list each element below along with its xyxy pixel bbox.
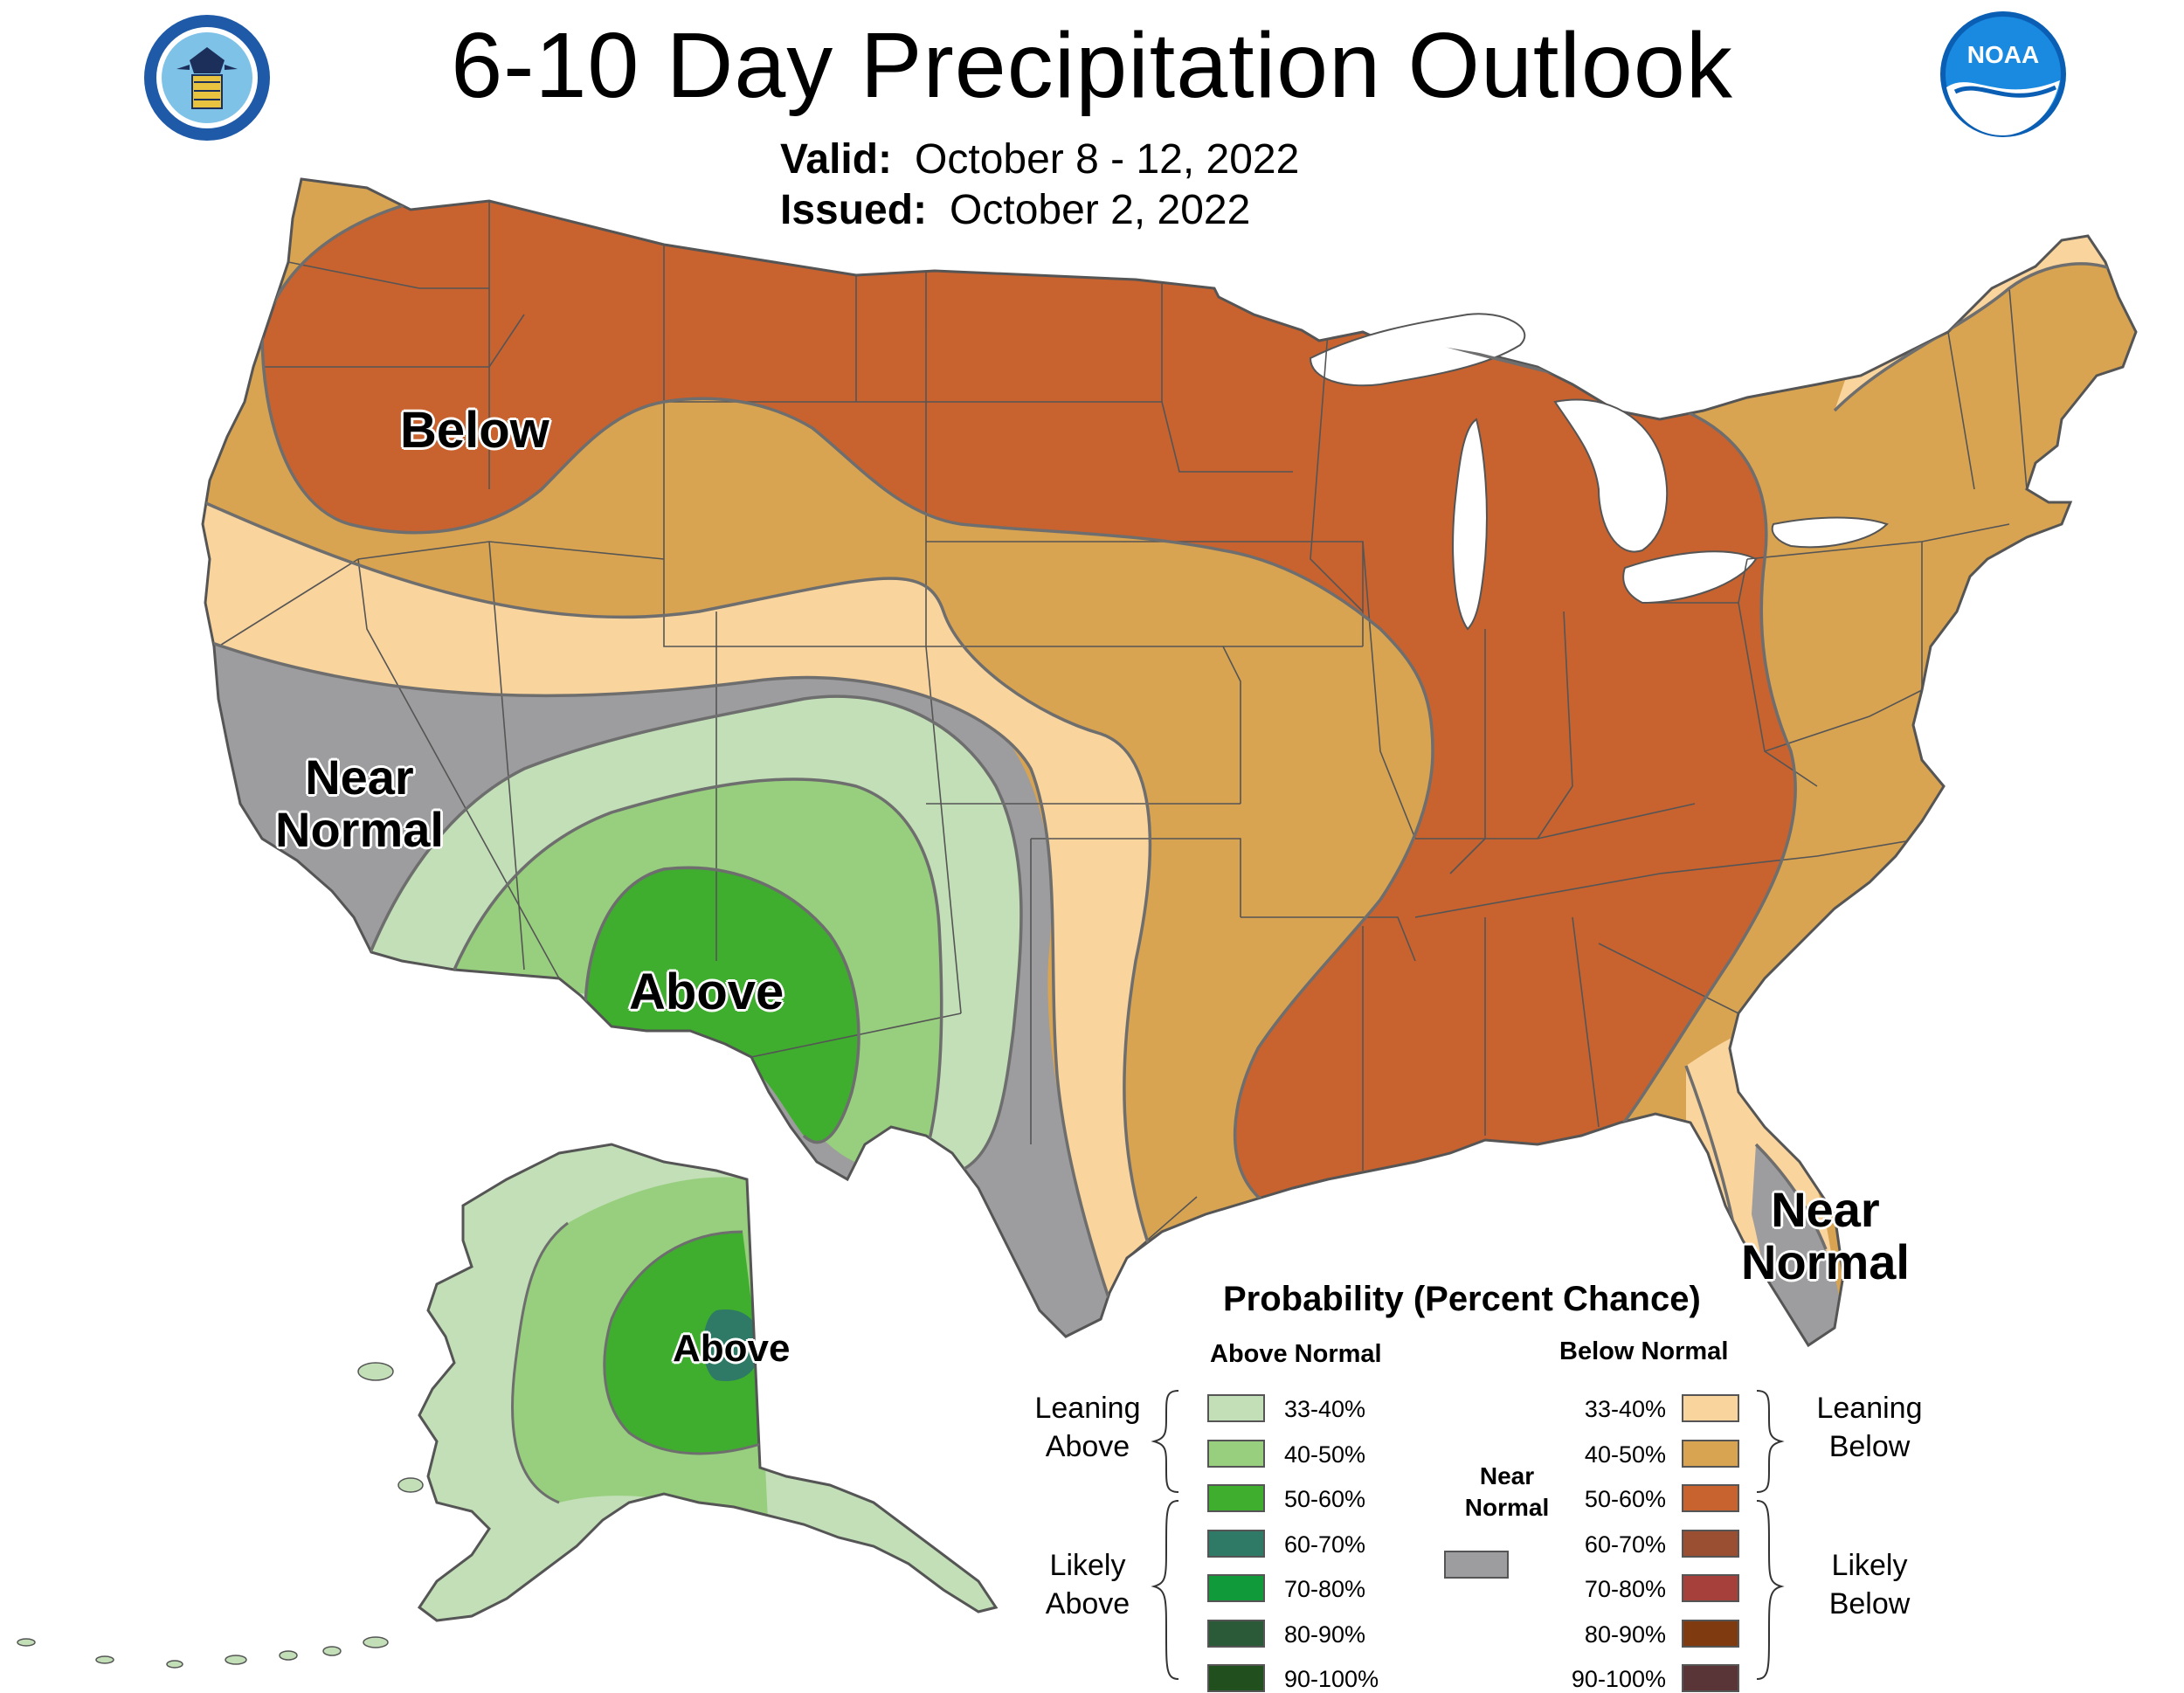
legend-title: Probability (Percent Chance) (1223, 1280, 1701, 1318)
legend-above-swatch (1207, 1394, 1265, 1422)
legend-below-range: 80-90% (1584, 1620, 1666, 1648)
legend-below-range: 40-50% (1584, 1441, 1666, 1468)
legend-below-swatch (1682, 1574, 1739, 1602)
legend-near-normal-swatch (1444, 1551, 1509, 1579)
legend-leaning-above: Leaning Above (1013, 1389, 1162, 1466)
label-near-normal-florida-line1: Near (1771, 1182, 1880, 1237)
legend-above-header: Above Normal (1210, 1340, 1382, 1368)
legend-above-range: 40-50% (1284, 1441, 1366, 1468)
noaa-logo-text: NOAA (1967, 41, 2039, 68)
legend-below-swatch (1682, 1439, 1739, 1468)
legend-above-range: 60-70% (1284, 1531, 1366, 1558)
legend-above-swatch (1207, 1439, 1265, 1468)
legend-leaning-below-line2: Below (1828, 1430, 1911, 1463)
legend-likely-above: Likely Above (1013, 1546, 1162, 1623)
legend-above-swatch (1207, 1664, 1265, 1692)
alaska-outline (417, 1143, 999, 1622)
legend-below-range: 50-60% (1584, 1486, 1666, 1512)
legend-below-range: 70-80% (1584, 1576, 1666, 1602)
label-above-southwest: Above (629, 964, 784, 1020)
alaska-contours (511, 1221, 770, 1504)
alaska-shading (419, 1144, 996, 1620)
aleutian-islands (17, 1362, 424, 1669)
legend-likely-below-line1: Likely (1831, 1549, 1908, 1582)
legend-below-header: Below Normal (1559, 1337, 1729, 1365)
legend-leaning-above-line2: Above (1045, 1430, 1130, 1463)
label-near-normal-west-line2: Normal (275, 802, 444, 858)
legend-below-range: 60-70% (1584, 1531, 1666, 1558)
issued-date-row: Issued: October 2, 2022 (780, 186, 1250, 235)
legend-near-line2: Normal (1464, 1494, 1550, 1521)
legend-above-range: 70-80% (1284, 1576, 1366, 1602)
label-below-north: Below (400, 402, 549, 459)
legend-leaning-below-line1: Leaning (1816, 1392, 1923, 1425)
issued-label: Issued: (780, 187, 928, 233)
legend-below-swatch (1682, 1529, 1739, 1558)
label-near-normal-florida: Near Normal (1741, 1182, 1910, 1290)
valid-dates-row: Valid: October 8 - 12, 2022 (780, 135, 1299, 184)
noaa-logo: NOAA (1940, 11, 2066, 137)
valid-value: October 8 - 12, 2022 (915, 136, 1300, 183)
legend-above-swatch (1207, 1484, 1265, 1512)
legend-below-braces-icon (1756, 1390, 1785, 1680)
legend-near-line1: Near (1479, 1462, 1535, 1489)
legend-below-swatch (1682, 1619, 1739, 1648)
legend-below-range: 90-100% (1571, 1666, 1666, 1692)
legend-below-swatch (1682, 1664, 1739, 1692)
issued-value: October 2, 2022 (950, 187, 1251, 233)
legend-likely-above-line1: Likely (1049, 1549, 1126, 1582)
commerce-seal-logo (144, 15, 270, 141)
legend-below-swatch (1682, 1394, 1739, 1422)
page-title: 6-10 Day Precipitation Outlook (451, 14, 1733, 117)
conus-outline (201, 177, 2138, 1348)
legend-above-swatch (1207, 1619, 1265, 1648)
label-near-normal-west: Near Normal (275, 750, 444, 858)
legend-near-normal-header: Near Normal (1459, 1461, 1555, 1524)
legend-above-swatch (1207, 1574, 1265, 1602)
legend-likely-below: Likely Below (1795, 1546, 1944, 1623)
legend-above-range: 33-40% (1284, 1396, 1366, 1422)
legend-likely-above-line2: Above (1045, 1587, 1130, 1620)
label-near-normal-florida-line2: Normal (1741, 1234, 1910, 1290)
legend-above-range: 90-100% (1284, 1666, 1379, 1692)
great-lakes (1309, 313, 1889, 631)
legend-above-range: 50-60% (1284, 1486, 1366, 1512)
valid-label: Valid: (780, 136, 893, 183)
legend-below-swatch (1682, 1484, 1739, 1512)
legend-below-range: 33-40% (1584, 1396, 1666, 1422)
legend-likely-below-line2: Below (1828, 1587, 1911, 1620)
legend-leaning-above-line1: Leaning (1034, 1392, 1141, 1425)
legend-above-braces-icon (1151, 1390, 1179, 1680)
state-boundaries (218, 201, 2028, 1259)
legend-above-range: 80-90% (1284, 1620, 1366, 1648)
label-near-normal-west-line1: Near (305, 750, 414, 805)
legend-leaning-below: Leaning Below (1795, 1389, 1944, 1466)
legend-above-swatch (1207, 1529, 1265, 1558)
label-above-alaska: Above (673, 1327, 791, 1370)
